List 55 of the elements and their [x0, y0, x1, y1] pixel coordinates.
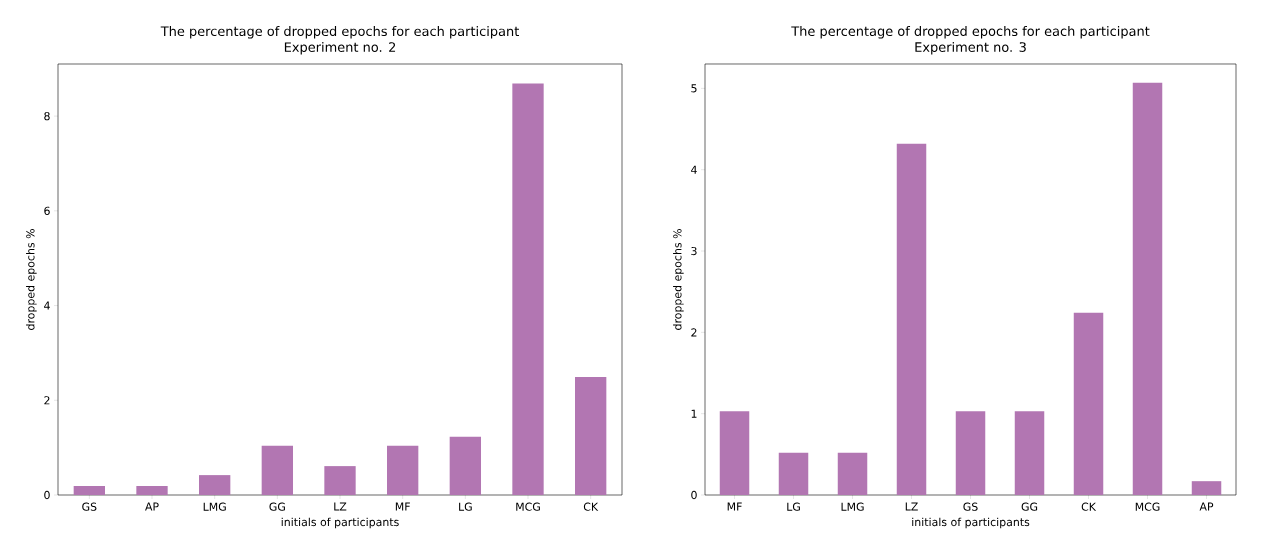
y-tick-label: 1 — [691, 409, 697, 418]
x-tick-label: GS — [963, 502, 978, 511]
x-tick-label: CK — [1081, 502, 1097, 511]
bar — [449, 436, 481, 495]
bar — [136, 486, 168, 495]
bar — [896, 143, 927, 495]
y-tick-label: 0 — [691, 490, 697, 500]
x-tick-label: MCG — [516, 502, 540, 511]
chart-title: The percentage of dropped epochs for each participant — [160, 26, 519, 39]
bar — [1073, 312, 1104, 495]
x-tick-label: LG — [459, 502, 472, 511]
y-tick-label: 3 — [691, 246, 697, 256]
x-axis-title: initials of participants — [281, 517, 399, 529]
bar — [199, 475, 231, 495]
x-tick-label: MF — [727, 502, 742, 511]
y-axis-title: dropped epochs % — [26, 229, 37, 330]
y-tick-label: 2 — [691, 328, 697, 337]
bar — [261, 445, 293, 495]
x-tick-label: LMG — [203, 502, 226, 511]
bar — [955, 411, 986, 495]
bar — [324, 466, 356, 495]
y-tick-label: 6 — [44, 206, 50, 215]
bar — [1191, 481, 1222, 495]
bar — [719, 411, 750, 495]
y-tick-label: 5 — [691, 84, 697, 93]
x-tick-label: MF — [395, 502, 410, 511]
bar — [837, 452, 868, 495]
x-tick-label: MCG — [1135, 502, 1160, 511]
bar — [575, 377, 607, 495]
bar — [1132, 82, 1163, 495]
x-tick-label: GG — [1021, 502, 1038, 511]
x-tick-label: LMG — [841, 502, 864, 511]
x-tick-label: GG — [269, 502, 285, 511]
x-tick-label: AP — [145, 502, 159, 511]
y-tick-label: 8 — [44, 111, 50, 121]
y-tick-label: 4 — [691, 165, 697, 174]
y-tick-label: 2 — [44, 396, 50, 405]
y-axis-title: dropped epochs % — [673, 229, 684, 330]
x-tick-label: GS — [82, 502, 97, 511]
x-tick-label: LZ — [905, 502, 918, 511]
y-tick-label: 0 — [44, 490, 50, 500]
bar — [1014, 411, 1045, 495]
chart-subtitle: Experiment no. 2 — [284, 41, 396, 55]
chart-title: The percentage of dropped epochs for each participant — [791, 26, 1150, 39]
x-tick-label: CK — [583, 502, 599, 511]
bar — [387, 445, 419, 495]
x-tick-label: LG — [787, 502, 800, 511]
x-axis-title: initials of participants — [912, 517, 1030, 529]
bar — [512, 83, 544, 495]
y-tick-label: 4 — [44, 301, 50, 310]
x-tick-label: AP — [1199, 502, 1214, 511]
chart-subtitle: Experiment no. 3 — [915, 41, 1026, 55]
bar — [778, 452, 809, 495]
bar — [73, 486, 105, 495]
x-tick-label: LZ — [334, 502, 347, 511]
